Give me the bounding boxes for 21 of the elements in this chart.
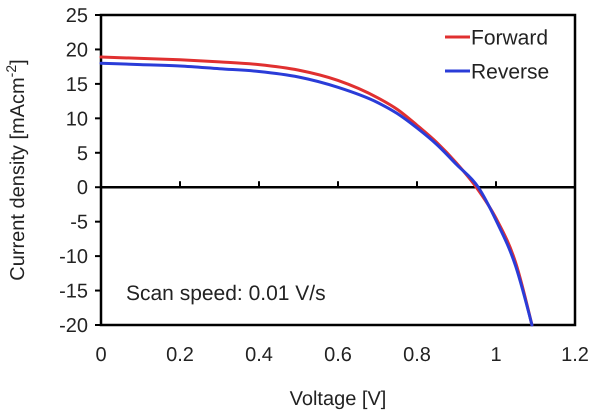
legend-label: Reverse	[471, 60, 550, 84]
y-tick-label: 25	[66, 5, 88, 27]
x-tick-label: 1	[490, 344, 502, 366]
x-tick-label: 0.2	[166, 344, 194, 366]
y-tick-label: 15	[66, 74, 88, 96]
y-tick-label: -20	[59, 315, 88, 337]
legend-label: Forward	[471, 26, 548, 50]
y-tick-label: -10	[59, 246, 88, 268]
x-tick-label: 0.8	[403, 344, 431, 366]
annotation: Scan speed: 0.01 V/s	[126, 282, 326, 305]
x-tick-label: 0.4	[245, 344, 273, 366]
y-tick-label: 5	[76, 142, 88, 165]
y-tick-label: 20	[66, 39, 88, 62]
x-tick-label: 1.2	[561, 344, 589, 366]
y-tick-label: 10	[66, 108, 88, 130]
y-tick-label: 0	[76, 177, 88, 200]
y-tick-label: -5	[70, 212, 88, 234]
x-axis-title: Voltage [V]	[290, 388, 386, 410]
x-tick-label: 0.6	[324, 344, 352, 366]
y-tick-label: -15	[59, 280, 88, 303]
x-tick-label: 0	[95, 344, 107, 366]
